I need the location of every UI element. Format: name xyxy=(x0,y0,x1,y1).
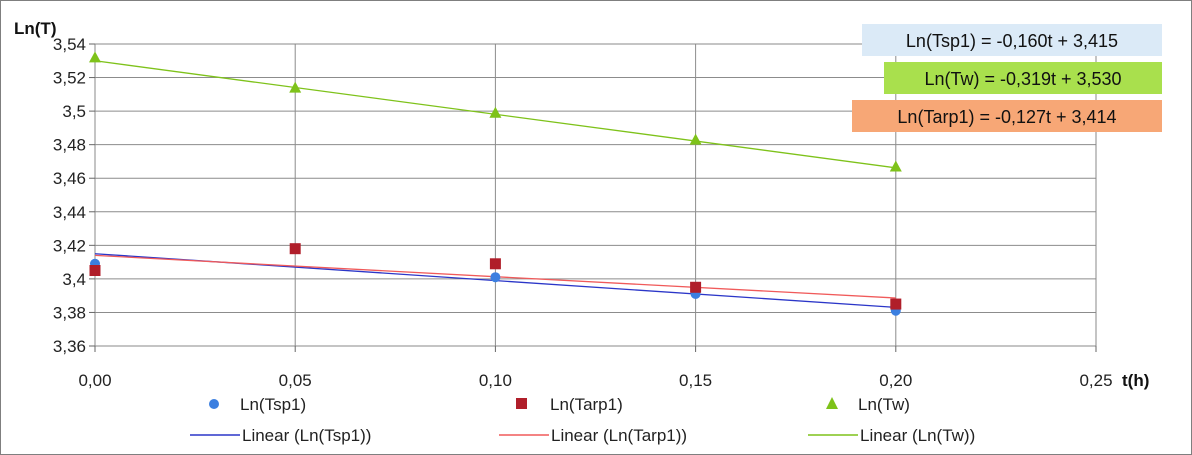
legend: Ln(Tsp1) Ln(Tarp1) Ln(Tw) Linear (Ln(Tsp… xyxy=(190,395,975,445)
y-tick-label: 3,54 xyxy=(53,35,86,54)
trendline-equations: Ln(Tsp1) = -0,160t + 3,415 Ln(Tw) = -0,3… xyxy=(852,24,1162,132)
data-point xyxy=(289,81,302,93)
y-axis-title: Ln(T) xyxy=(14,19,56,38)
x-tick-label: 0,10 xyxy=(479,371,512,390)
legend-label-tsp1: Ln(Tsp1) xyxy=(240,395,306,414)
data-point xyxy=(490,272,501,283)
x-tick-label: 0,15 xyxy=(679,371,712,390)
y-tick-label: 3,38 xyxy=(53,303,86,322)
equation-tarp1: Ln(Tarp1) = -0,127t + 3,414 xyxy=(897,107,1116,127)
equation-tw: Ln(Tw) = -0,319t + 3,530 xyxy=(924,69,1121,89)
legend-item-linear-tsp1: Linear (Ln(Tsp1)) xyxy=(190,426,371,445)
legend-marker-tw xyxy=(826,397,838,409)
data-point xyxy=(690,281,702,293)
x-tick-label: 0,20 xyxy=(879,371,912,390)
data-point xyxy=(489,106,502,118)
x-tick-label: 0,05 xyxy=(279,371,312,390)
y-tick-label: 3,36 xyxy=(53,337,86,356)
x-axis-ticks: 0,00 0,05 0,10 0,15 0,20 0,25 xyxy=(78,346,1113,390)
x-tick-label: 0,25 xyxy=(1079,371,1112,390)
legend-marker-tsp1 xyxy=(209,399,219,409)
legend-label-linear-tarp1: Linear (Ln(Tarp1)) xyxy=(551,426,687,445)
x-tick-label: 0,00 xyxy=(78,371,111,390)
legend-label-linear-tsp1: Linear (Ln(Tsp1)) xyxy=(242,426,371,445)
y-tick-label: 3,48 xyxy=(53,136,86,155)
data-point xyxy=(689,133,702,145)
y-tick-label: 3,44 xyxy=(53,203,86,222)
legend-item-tsp1: Ln(Tsp1) xyxy=(209,395,306,414)
equation-box-tw xyxy=(884,62,1162,94)
legend-item-tw: Ln(Tw) xyxy=(826,395,910,414)
x-axis-title: t(h) xyxy=(1122,371,1149,390)
y-tick-label: 3,4 xyxy=(62,270,86,289)
equation-tsp1: Ln(Tsp1) = -0,160t + 3,415 xyxy=(906,31,1118,51)
data-point xyxy=(890,298,902,310)
y-tick-label: 3,46 xyxy=(53,169,86,188)
legend-item-linear-tarp1: Linear (Ln(Tarp1)) xyxy=(499,426,687,445)
legend-item-tarp1: Ln(Tarp1) xyxy=(516,395,623,414)
y-tick-label: 3,5 xyxy=(62,102,86,121)
legend-item-linear-tw: Linear (Ln(Tw)) xyxy=(808,426,975,445)
legend-label-tarp1: Ln(Tarp1) xyxy=(550,395,623,414)
data-point xyxy=(89,51,101,63)
equation-box-tsp1 xyxy=(862,24,1162,56)
y-axis-ticks: 3,36 3,38 3,4 3,42 3,44 3,46 3,48 3,5 3,52 3,54 xyxy=(53,35,95,356)
legend-label-tw: Ln(Tw) xyxy=(858,395,910,414)
data-point xyxy=(489,258,501,270)
legend-marker-tarp1 xyxy=(516,398,527,409)
data-markers xyxy=(89,51,902,316)
equation-box-tarp1 xyxy=(852,100,1162,132)
data-point xyxy=(289,243,301,255)
plot-area xyxy=(94,43,1097,347)
y-tick-label: 3,52 xyxy=(53,69,86,88)
legend-label-linear-tw: Linear (Ln(Tw)) xyxy=(860,426,975,445)
y-tick-label: 3,42 xyxy=(53,236,86,255)
data-point xyxy=(89,265,101,276)
data-point xyxy=(889,160,902,172)
